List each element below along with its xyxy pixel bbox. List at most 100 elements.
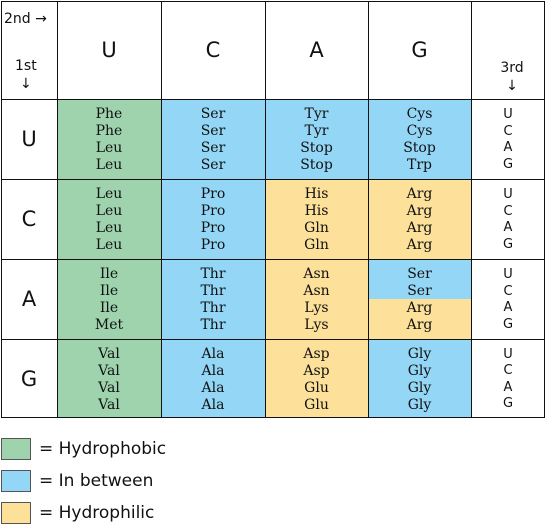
row-header-c: C [21,207,37,231]
amino-acid-label: Met [94,317,124,333]
third-base-letter: A [503,140,513,155]
legend: = Hydrophobic = In between = Hydrophilic [1,437,261,529]
legend-label: = Hydrophilic [39,503,155,523]
amino-acid-label: Val [98,362,120,379]
amino-acid-label: Leu [95,203,123,219]
grid-line-horizontal [1,417,545,418]
amino-acid-label: Ile [99,283,119,299]
codon-cell: Cys Cys Stop Trp [368,101,471,179]
third-base-letter: G [502,236,514,252]
codon-cell-bg [57,99,161,179]
amino-acid-label: Asp [303,362,330,379]
grid-line-vertical [1,1,2,418]
codon-cell: Pro Pro Pro Pro [161,181,265,259]
amino-acid-label: Arg [406,186,433,202]
legend-swatch [1,438,31,460]
amino-acid-label: Ala [201,396,225,413]
amino-acid-label: Ala [201,379,225,396]
amino-acid-label: Ile [99,300,119,316]
column-header-u: U [101,38,117,62]
codon-cell: Arg Arg Arg Arg [368,181,471,259]
grid-line-vertical [544,1,545,418]
third-base-letter: A [503,300,513,315]
amino-acid-label: Gly [407,345,432,362]
amino-acid-label: Ser [200,123,226,139]
codon-cell-bg [57,179,161,259]
amino-acid-label: Asn [303,266,330,282]
third-base-letter: G [502,316,514,332]
legend-label: = In between [39,471,154,491]
codon-cell-bg [265,259,368,339]
legend-label: = Hydrophobic [39,439,167,459]
amino-acid-label: Val [98,379,120,396]
row-header-u: U [21,127,37,151]
codon-cell: Ile Ile Ile Met [57,261,161,339]
amino-acid-label: Ser [407,266,432,282]
column-header-a: A [309,38,324,62]
codon-cell: Thr Thr Thr Thr [161,261,265,339]
amino-acid-label: Thr [200,283,226,299]
amino-acid-label: Thr [200,317,226,333]
amino-acid-label: Tyr [304,106,329,122]
third-base-label: 3rd ↓ [497,59,527,95]
amino-acid-label: Pro [200,220,226,236]
amino-acid-label: Gly [407,362,432,379]
amino-acid-label: His [304,203,329,219]
codon-cell-bg [368,259,471,339]
amino-acid-label: Ser [200,106,226,122]
third-base-letter: C [503,283,513,299]
codon-cell: Asn Asn Lys Lys [265,261,368,339]
codon-cell: Asp Asp Glu Glu [265,341,368,418]
amino-acid-label: Arg [406,317,433,333]
amino-acid-label: Arg [406,237,433,253]
amino-acid-label: Glu [304,379,329,396]
amino-acid-label: Ala [201,345,225,362]
legend-swatch [1,502,31,524]
amino-acid-label: Ser [407,283,432,299]
codon-cell: His His Gln Gln [265,181,368,259]
grid-line-vertical [265,1,266,418]
third-base-letter: C [503,363,513,378]
codon-cell: Ser Ser Ser Ser [161,101,265,179]
row-header-g: G [20,366,38,391]
legend-swatch [1,470,31,492]
codon-cell-bg [57,259,161,339]
third-base-letter: C [503,203,513,219]
grid-line-vertical [368,1,369,418]
down-arrow-icon: ↓ [19,76,32,92]
amino-acid-label: Pro [200,237,226,253]
amino-acid-label: Leu [95,237,123,253]
legend-item-hydrophilic: = Hydrophilic [1,501,154,525]
third-base-letter: U [503,187,513,202]
grid-line-horizontal [1,179,545,180]
amino-acid-label: Tyr [304,123,329,139]
codon-cell-bg [161,99,265,179]
amino-acid-label: Asp [303,345,330,362]
amino-acid-label: Stop [300,140,333,156]
codon-cell: Tyr Tyr Stop Stop [265,101,368,179]
grid-line-horizontal [1,99,545,100]
amino-acid-label: Gln [304,237,329,253]
column-header-g: G [411,38,428,62]
grid-line-horizontal [1,259,545,260]
amino-acid-label: Gly [407,396,432,413]
codon-cell-bg [368,339,471,418]
second-base-label: 2nd → [4,11,47,27]
amino-acid-label: Asn [303,283,330,299]
codon-cell-bg [265,179,368,259]
codon-cell: Leu Leu Leu Leu [57,181,161,259]
third-base-letter: U [503,267,513,282]
amino-acid-label: Pro [200,203,226,219]
amino-acid-label: Leu [95,140,123,156]
codon-cell-bg [161,259,265,339]
first-base-label: 1st ↓ [15,58,37,92]
third-base-letter: U [503,107,513,122]
row-header-a: A [21,287,37,311]
amino-acid-label: Val [98,345,120,362]
codon-cell-bg [265,99,368,179]
codon-cell-bg [161,179,265,259]
grid-line-vertical [57,1,58,418]
